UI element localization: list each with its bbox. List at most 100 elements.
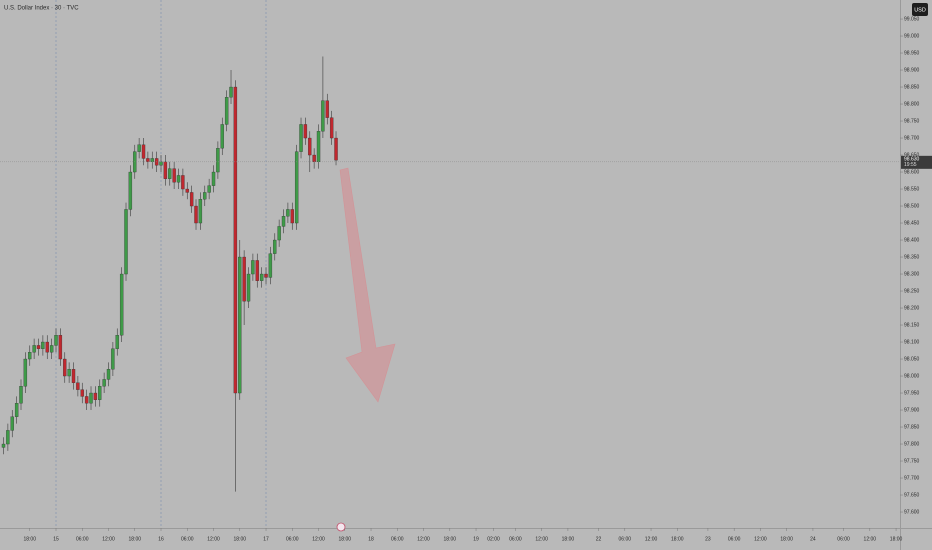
x-tick-label: 17 xyxy=(263,536,269,542)
y-tick-label: 98.000 xyxy=(904,373,920,379)
y-tick-label: 98.300 xyxy=(904,271,920,277)
candle-body xyxy=(273,239,277,254)
candle-body xyxy=(41,341,45,349)
y-tick-label: 97.750 xyxy=(904,458,920,464)
x-tick-label: 12:00 xyxy=(754,536,767,542)
candle-body xyxy=(115,335,119,349)
candle-body xyxy=(102,379,106,387)
y-tick-label: 98.450 xyxy=(904,220,920,226)
x-tick-label: 19 xyxy=(473,536,479,542)
last-price-box xyxy=(901,155,932,169)
candle-body xyxy=(277,226,281,241)
candle-body xyxy=(303,124,308,139)
x-tick-label: 12:00 xyxy=(102,536,115,542)
candle-body xyxy=(1,443,6,448)
candle-body xyxy=(251,260,255,275)
y-tick-label: 98.700 xyxy=(904,135,920,141)
x-tick-label: 12:00 xyxy=(312,536,325,542)
candle-body xyxy=(264,273,268,278)
currency-button[interactable] xyxy=(912,3,928,16)
candle-body xyxy=(286,209,290,217)
candle-body xyxy=(124,209,128,275)
candle-body xyxy=(28,352,32,360)
candle-body xyxy=(36,345,41,349)
candle-body xyxy=(168,168,172,179)
candle-body xyxy=(176,175,181,183)
candle-body xyxy=(238,256,242,394)
y-tick-label: 97.800 xyxy=(904,441,920,447)
candle-body xyxy=(321,100,325,132)
x-tick-label: 12:00 xyxy=(417,536,430,542)
candle-body xyxy=(216,148,220,173)
candle-body xyxy=(299,124,303,152)
y-tick-label: 97.950 xyxy=(904,390,920,396)
y-tick-label: 98.900 xyxy=(904,67,920,73)
y-tick-label: 98.150 xyxy=(904,322,920,328)
x-tick-label: 12:00 xyxy=(645,536,658,542)
y-tick-label: 98.800 xyxy=(904,101,920,107)
y-tick-label: 98.750 xyxy=(904,118,920,124)
candle-body xyxy=(290,209,294,224)
x-tick-label: 06:00 xyxy=(181,536,194,542)
candle-body xyxy=(334,137,338,161)
candle-body xyxy=(141,144,146,159)
y-tick-label: 98.500 xyxy=(904,203,920,209)
x-tick-label: 12:00 xyxy=(535,536,548,542)
candle-body xyxy=(312,154,316,162)
y-tick-label: 98.250 xyxy=(904,288,920,294)
y-tick-label: 97.600 xyxy=(904,509,920,515)
candle-body xyxy=(194,205,198,224)
y-tick-label: 98.100 xyxy=(904,339,920,345)
x-tick-label: 06:00 xyxy=(837,536,850,542)
x-tick-label: 18:00 xyxy=(671,536,684,542)
candle-body xyxy=(224,97,229,125)
candle-body xyxy=(198,199,203,224)
y-tick-label: 98.550 xyxy=(904,186,920,192)
x-tick-label: 06:00 xyxy=(509,536,522,542)
candle-body xyxy=(128,171,133,210)
candle-body xyxy=(106,369,111,380)
x-tick-label: 06:00 xyxy=(76,536,89,542)
x-tick-label: 18:00 xyxy=(890,536,903,542)
candle-body xyxy=(119,273,124,336)
candle-body xyxy=(316,131,321,162)
candle-body xyxy=(268,253,273,278)
candle-body xyxy=(281,216,286,227)
last-price-label: 98.630 xyxy=(904,157,920,163)
candle-body xyxy=(229,86,233,98)
x-tick-label: 06:00 xyxy=(391,536,404,542)
candle-body xyxy=(189,192,194,207)
candle-body xyxy=(93,392,98,400)
event-icon[interactable] xyxy=(336,522,346,532)
candle-body xyxy=(14,403,19,417)
candle-body xyxy=(6,430,10,445)
candle-body xyxy=(67,369,71,377)
y-tick-label: 97.850 xyxy=(904,424,920,430)
candle-body xyxy=(259,273,264,281)
candle-body xyxy=(89,392,93,404)
y-tick-label: 98.950 xyxy=(904,50,920,56)
candle-body xyxy=(159,161,163,166)
x-tick-label: 12:00 xyxy=(207,536,220,542)
x-tick-label: 06:00 xyxy=(728,536,741,542)
y-tick-label: 98.050 xyxy=(904,356,920,362)
x-tick-label: 18:00 xyxy=(780,536,793,542)
candle-body xyxy=(23,358,28,387)
currency-label[interactable]: USD xyxy=(914,7,926,13)
candle-body xyxy=(76,382,80,390)
x-tick-label: 18 xyxy=(368,536,374,542)
candle-body xyxy=(58,335,63,360)
candle-body xyxy=(146,158,150,162)
y-tick-label: 98.650 xyxy=(904,152,920,158)
y-tick-label: 98.200 xyxy=(904,305,920,311)
candle-body xyxy=(294,151,299,224)
candle-body xyxy=(71,369,76,383)
candle-body xyxy=(49,345,54,353)
candle-body xyxy=(325,100,329,118)
x-tick-label: 06:00 xyxy=(619,536,632,542)
candle-body xyxy=(207,185,211,193)
x-tick-label: 18:00 xyxy=(23,536,36,542)
